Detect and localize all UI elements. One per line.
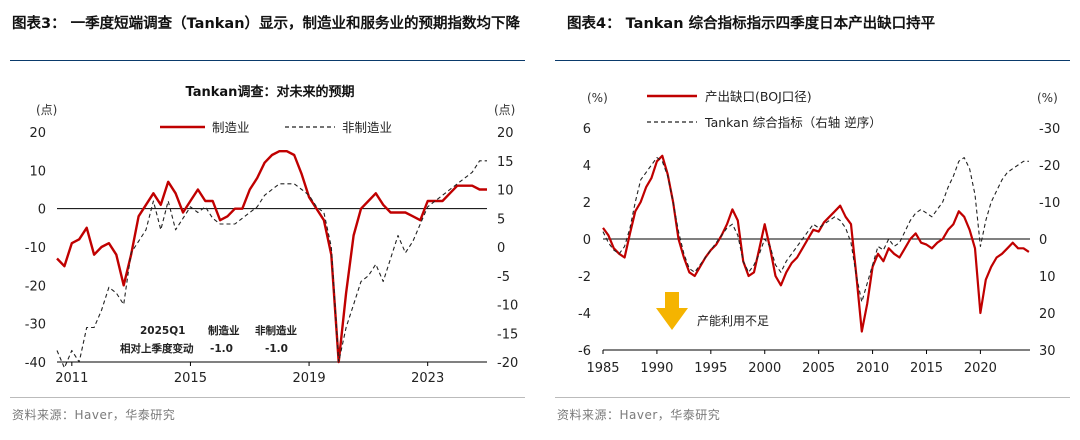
right-chart-right-tick-label: -10 [1039, 196, 1060, 211]
table-value-manufacturing: -1.0 [210, 343, 233, 355]
right-y-tick-label: -10 [497, 299, 518, 314]
legend-output-gap-label: 产出缺口(BOJ口径) [705, 89, 812, 104]
right-y-tick-label: -20 [497, 356, 518, 371]
right-chart-left-tick-label: 6 [583, 122, 591, 137]
left-figure: 图表3： 一季度短端调查（Tankan）显示，制造业和服务业的预期指数均下降 T… [0, 0, 530, 440]
table-header-nonmanufacturing: 非制造业 [255, 324, 297, 337]
right-chart-right-unit: (%) [1037, 91, 1058, 105]
right-y-tick-label: 5 [497, 212, 505, 227]
down-arrow-icon [656, 292, 688, 330]
table-header-manufacturing: 制造业 [208, 324, 240, 337]
left-y-unit: (点) [36, 103, 57, 117]
left-y-tick-label: -40 [25, 356, 46, 371]
right-chart-left-tick-label: 0 [583, 233, 591, 248]
right-chart-left-tick-label: -2 [578, 270, 591, 285]
right-x-tick-label: 2005 [802, 361, 835, 376]
output-gap-line [602, 154, 1030, 333]
right-x-tick-label: 1990 [640, 361, 673, 376]
left-source: 资料来源：Haver，华泰研究 [12, 408, 176, 422]
left-y-tick-label: 10 [29, 164, 46, 179]
right-y-tick-label: 0 [497, 241, 505, 256]
right-chart-left-tick-label: 4 [583, 159, 591, 174]
right-bottom-rule [555, 397, 1070, 398]
right-y-tick-label: -5 [497, 270, 510, 285]
right-chart-left-tick-label: -6 [578, 344, 591, 359]
right-chart-right-tick-label: 0 [1039, 233, 1047, 248]
right-figure: 图表4： Tankan 综合指标指示四季度日本产出缺口持平 (%) (%) 产出… [555, 0, 1080, 440]
right-y-unit: (点) [494, 103, 515, 117]
tankan-composite-line [602, 157, 1029, 303]
right-chart-right-tick-label: -20 [1039, 159, 1060, 174]
left-y-tick-label: -10 [25, 241, 46, 256]
x-tick-label: 2019 [293, 371, 326, 386]
table-row-label: 相对上季度变动 [120, 342, 194, 355]
right-title-rule [555, 60, 1070, 61]
x-tick-label: 2023 [411, 371, 444, 386]
right-chart-right-tick-label: 10 [1039, 270, 1056, 285]
right-x-tick-label: 2000 [748, 361, 781, 376]
right-x-tick-label: 2015 [910, 361, 943, 376]
right-chart-left-tick-label: -4 [578, 307, 591, 322]
right-chart-right-tick-label: -30 [1039, 122, 1060, 137]
table-quarter: 2025Q1 [140, 325, 185, 337]
right-y-tick-label: 20 [497, 126, 514, 141]
left-chart-title: Tankan调查：对未来的预期 [186, 84, 355, 100]
right-source: 资料来源：Haver，华泰研究 [557, 408, 721, 422]
left-y-tick-label: 0 [38, 203, 46, 218]
legend-nonmanufacturing-label: 非制造业 [342, 120, 392, 135]
legend-tankan-label: Tankan 综合指标（右轴 逆序） [704, 115, 882, 130]
left-y-tick-label: -20 [25, 279, 46, 294]
right-chart: (%) (%) 产出缺口(BOJ口径) Tankan 综合指标（右轴 逆序） 6… [578, 89, 1060, 376]
right-y-tick-label: 15 [497, 155, 514, 170]
right-y-tick-label: -15 [497, 327, 518, 342]
right-figure-title: 图表4： Tankan 综合指标指示四季度日本产出缺口持平 [567, 16, 936, 32]
right-x-tick-label: 1985 [586, 361, 619, 376]
left-chart: Tankan调查：对未来的预期 (点) (点) 制造业 非制造业 20 10 0 -1… [25, 84, 518, 386]
right-x-tick-label: 2010 [856, 361, 889, 376]
left-y-tick-label: -30 [25, 318, 46, 333]
right-chart-right-tick-label: 30 [1039, 344, 1056, 359]
left-title-rule [10, 60, 525, 61]
right-chart-left-unit: (%) [587, 91, 608, 105]
right-chart-right-tick-label: 20 [1039, 307, 1056, 322]
nonmanufacturing-line [56, 160, 487, 369]
right-y-tick-label: 10 [497, 184, 514, 199]
right-x-tick-label: 2020 [964, 361, 997, 376]
right-chart-left-tick-label: 2 [583, 196, 591, 211]
legend-manufacturing-label: 制造业 [212, 120, 250, 135]
left-figure-title: 图表3： 一季度短端调查（Tankan）显示，制造业和服务业的预期指数均下降 [12, 16, 521, 32]
table-value-nonmanufacturing: -1.0 [265, 343, 288, 355]
right-x-tick-label: 1995 [694, 361, 727, 376]
left-y-tick-label: 20 [29, 126, 46, 141]
x-tick-label: 2011 [55, 371, 88, 386]
change-table: 2025Q1 制造业 非制造业 相对上季度变动 -1.0 -1.0 [120, 324, 297, 355]
x-tick-label: 2015 [174, 371, 207, 386]
under-utilization-label: 产能利用不足 [697, 314, 769, 328]
manufacturing-line [56, 149, 487, 364]
left-bottom-rule [10, 397, 525, 398]
